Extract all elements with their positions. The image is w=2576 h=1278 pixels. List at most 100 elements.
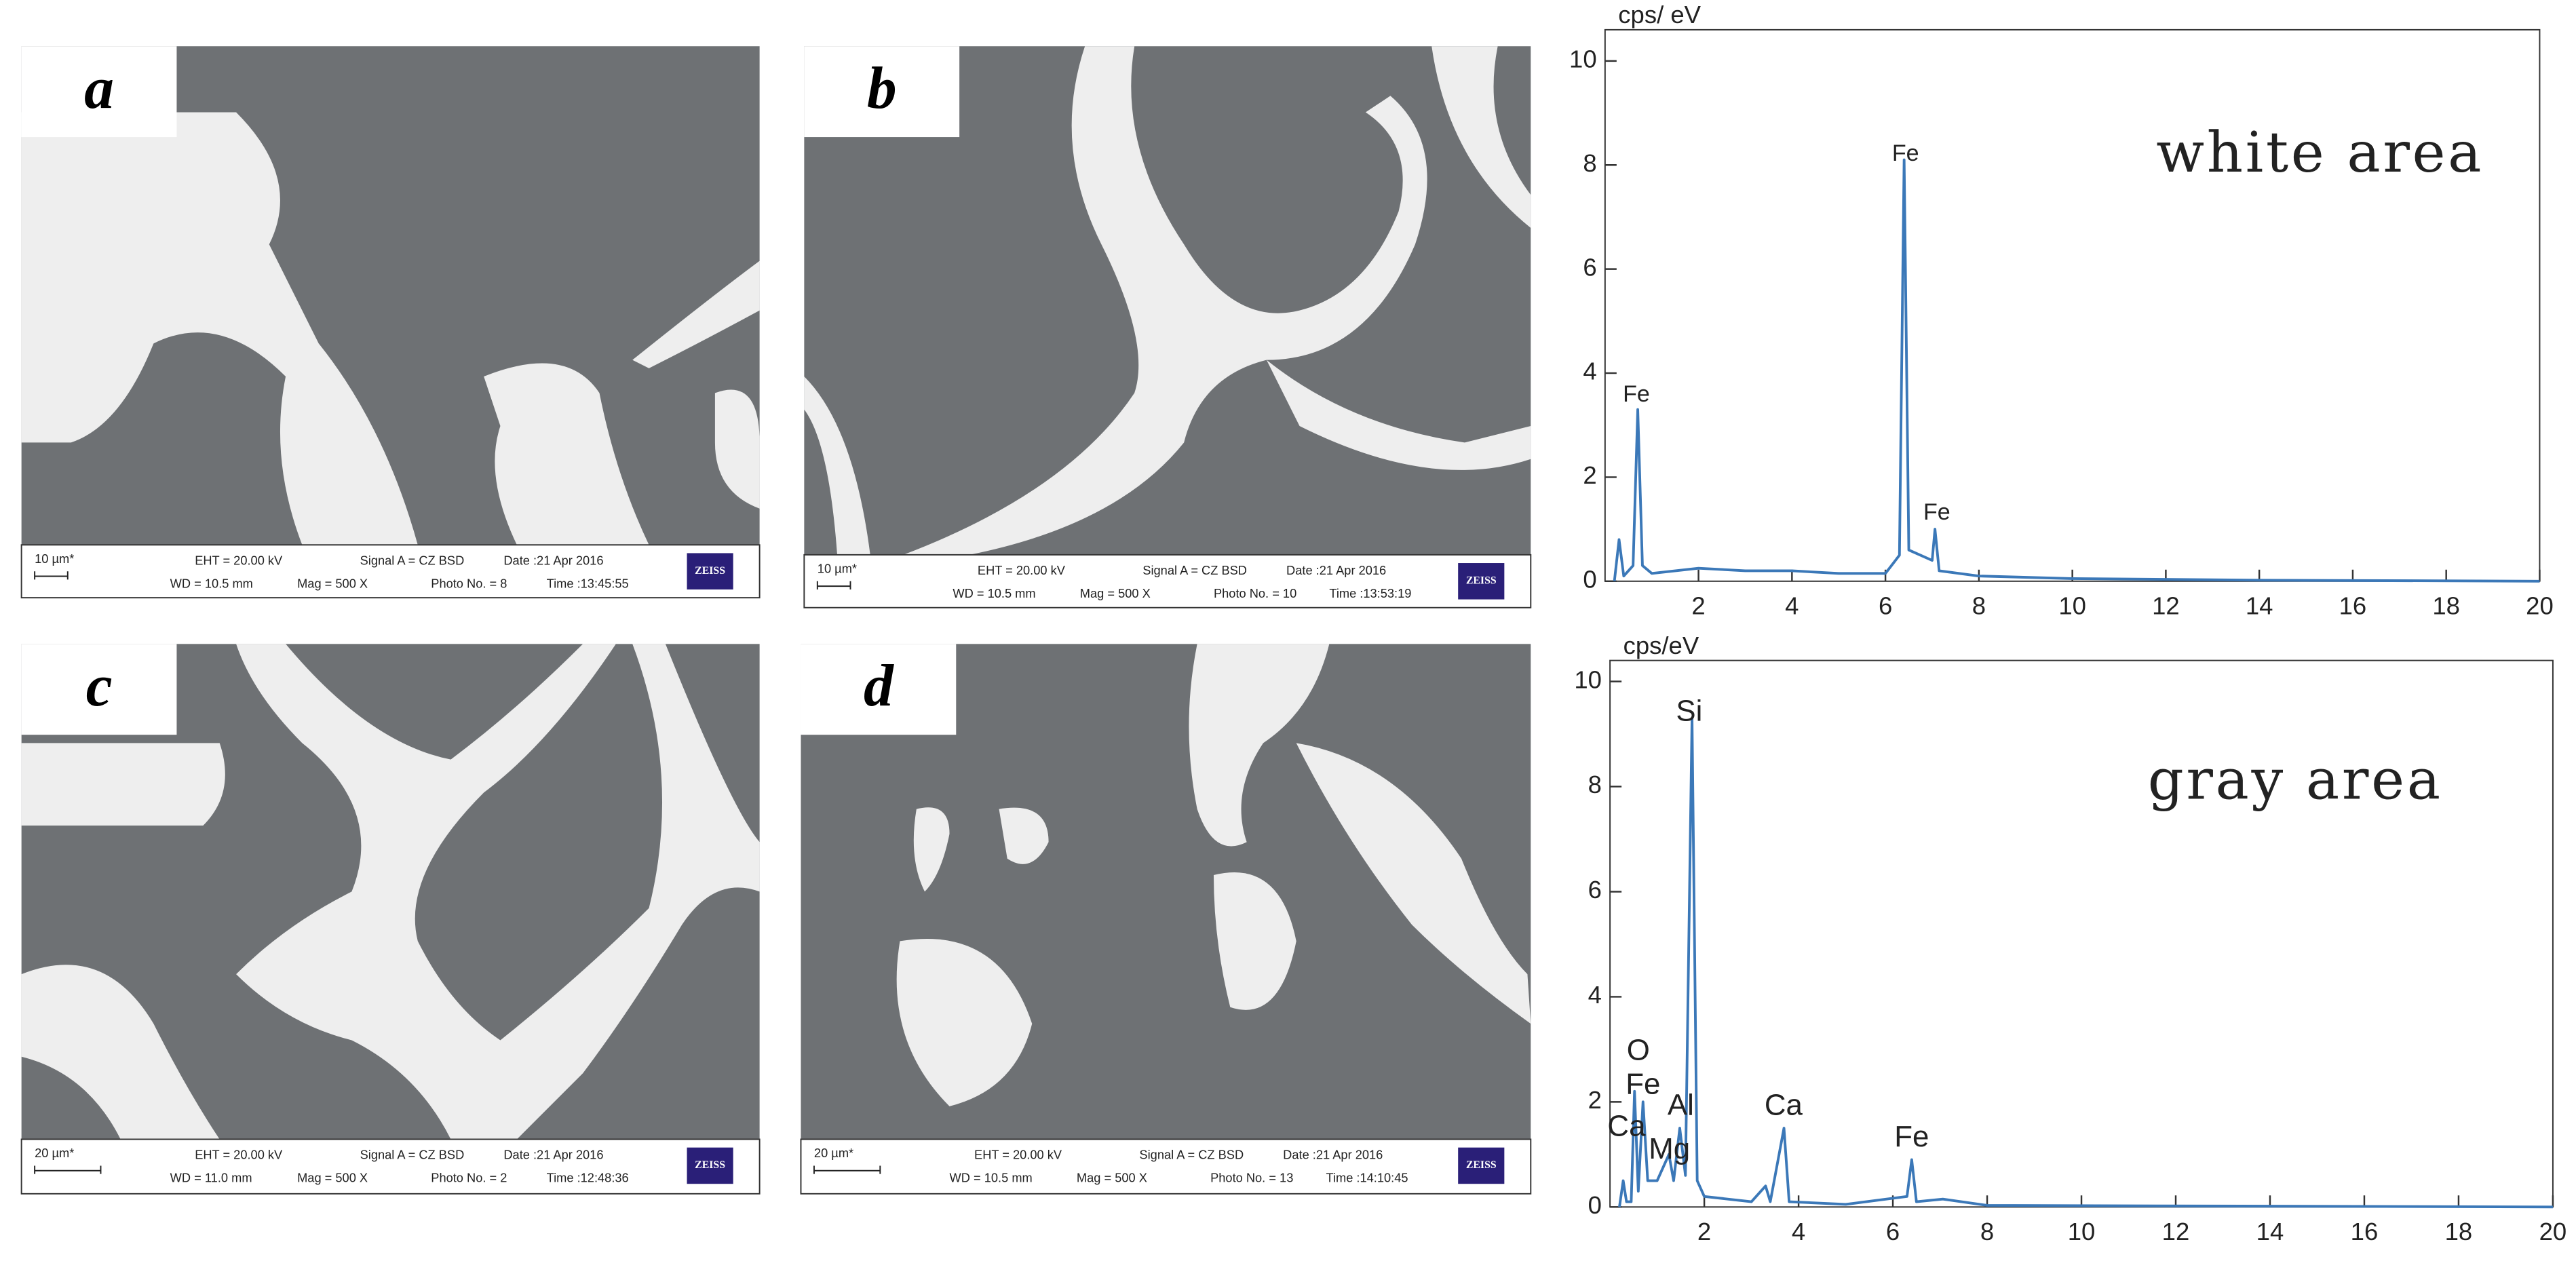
- scale-bar: [34, 1165, 102, 1174]
- brand: ZEISS: [1466, 575, 1497, 586]
- info-scale: 20 µm*: [35, 1146, 74, 1160]
- info-signal: Signal A = CZ BSD: [360, 553, 465, 567]
- info-date: Date :21 Apr 2016: [1286, 563, 1386, 577]
- sem-panel: c 20 µm* EHT = 20.00 kV Signal A = CZ BSD Da…: [20, 644, 761, 1195]
- scale-bar: [813, 1165, 881, 1174]
- y-tick-label: 2: [1588, 1086, 1602, 1114]
- sem-panel: d 20 µm* EHT = 20.00 kV Signal A = CZ BSD Da…: [800, 644, 1532, 1195]
- bright-phase: [1213, 872, 1296, 1010]
- y-axis-label: cps/eV: [1623, 632, 1699, 659]
- info-mag: Mag = 500 X: [1080, 586, 1151, 600]
- bright-phase: [236, 644, 760, 1140]
- info-signal: Signal A = CZ BSD: [1139, 1148, 1244, 1162]
- info-mag: Mag = 500 X: [297, 1171, 368, 1185]
- info-wd: WD = 10.5 mm: [170, 577, 253, 591]
- info-mag: Mag = 500 X: [1077, 1171, 1147, 1185]
- x-tick-label: 14: [2256, 1218, 2284, 1245]
- info-time: Time :12:48:36: [547, 1171, 629, 1185]
- label-box: [801, 644, 957, 735]
- panel-label: c: [86, 653, 113, 718]
- info-eht: EHT = 20.00 kV: [978, 563, 1066, 577]
- info-scale: 10 µm*: [35, 551, 74, 566]
- x-tick-label: 10: [2058, 592, 2086, 619]
- y-tick-label: 6: [1583, 253, 1596, 281]
- bright-phase: [999, 807, 1049, 864]
- x-tick-label: 2: [1697, 1218, 1711, 1245]
- info-eht: EHT = 20.00 kV: [195, 1148, 283, 1162]
- zeiss-logo: [687, 1147, 733, 1184]
- x-tick-label: 12: [2162, 1218, 2190, 1245]
- peak-label: Si: [1676, 695, 1702, 728]
- x-tick-label: 4: [1792, 1218, 1805, 1245]
- x-tick-label: 20: [2526, 592, 2554, 619]
- plot-frame: [1604, 28, 2541, 582]
- y-axis-label: cps/ eV: [1618, 1, 1701, 28]
- info-photo: Photo No. = 13: [1210, 1171, 1293, 1185]
- x-tick-label: 6: [1879, 592, 1892, 619]
- scale-bar: [34, 571, 69, 580]
- peak-label: Fe: [1892, 140, 1919, 166]
- info-signal: Signal A = CZ BSD: [1142, 563, 1247, 577]
- panel-label: b: [867, 55, 897, 121]
- x-tick-label: 10: [2068, 1218, 2096, 1245]
- info-time: Time :13:53:19: [1329, 586, 1411, 600]
- bright-phase: [21, 743, 225, 826]
- bright-phase: [21, 112, 418, 545]
- zeiss-logo: [1458, 563, 1505, 600]
- info-date: Date :21 Apr 2016: [503, 553, 603, 567]
- y-tick-label: 10: [1574, 665, 1602, 693]
- info-time: Time :14:10:45: [1326, 1171, 1408, 1185]
- bright-phase: [903, 46, 1427, 555]
- info-eht: EHT = 20.00 kV: [974, 1148, 1062, 1162]
- info-bar: [20, 1138, 761, 1195]
- info-mag: Mag = 500 X: [297, 577, 368, 591]
- bright-phase: [1189, 644, 1330, 847]
- peak-label: O: [1627, 1033, 1650, 1066]
- y-tick-label: 4: [1583, 357, 1596, 385]
- bright-phase: [896, 938, 1033, 1106]
- peak-label: Fe: [1923, 499, 1950, 525]
- bright-phase: [804, 376, 870, 555]
- y-tick-label: 8: [1583, 149, 1596, 177]
- panel-label: d: [864, 653, 894, 718]
- x-tick-label: 8: [1972, 592, 1986, 619]
- info-bar: [20, 544, 761, 599]
- x-tick-label: 8: [1980, 1218, 1994, 1245]
- bright-phase: [1266, 360, 1531, 470]
- y-tick-label: 10: [1569, 45, 1597, 73]
- peak-label: Fe: [1623, 381, 1650, 407]
- panel-label: a: [84, 55, 114, 121]
- peak-label: Mg: [1649, 1132, 1690, 1165]
- info-signal: Signal A = CZ BSD: [360, 1148, 465, 1162]
- x-tick-label: 18: [2432, 592, 2460, 619]
- y-tick-label: 6: [1588, 876, 1602, 904]
- label-box: [21, 644, 177, 735]
- bright-phase: [632, 260, 760, 368]
- info-bar: [800, 1138, 1532, 1195]
- bright-phase: [484, 363, 649, 545]
- bright-phase: [714, 389, 760, 509]
- info-wd: WD = 10.5 mm: [950, 1171, 1033, 1185]
- label-box: [804, 46, 960, 138]
- chart-title: gray area: [2148, 747, 2443, 813]
- sem-panel: b 10 µm* EHT = 20.00 kV Signal A = CZ BSD Da…: [803, 46, 1532, 608]
- x-tick-label: 6: [1886, 1218, 1900, 1245]
- x-tick-label: 20: [2539, 1218, 2567, 1245]
- x-tick-label: 4: [1785, 592, 1799, 619]
- y-tick-label: 0: [1583, 565, 1596, 593]
- chart-title: white area: [2156, 119, 2484, 185]
- zeiss-logo: [687, 553, 733, 589]
- bright-phase: [1296, 743, 1531, 1024]
- info-eht: EHT = 20.00 kV: [195, 553, 283, 567]
- y-tick-label: 4: [1588, 981, 1602, 1009]
- info-photo: Photo No. = 8: [431, 577, 507, 591]
- y-tick-label: 0: [1588, 1191, 1602, 1219]
- info-time: Time :13:45:55: [547, 577, 629, 591]
- spectrum: [1613, 158, 2540, 583]
- bright-phase: [913, 807, 950, 892]
- info-scale: 20 µm*: [814, 1146, 853, 1160]
- bright-phase: [1431, 46, 1531, 228]
- zeiss-logo: [1458, 1147, 1505, 1184]
